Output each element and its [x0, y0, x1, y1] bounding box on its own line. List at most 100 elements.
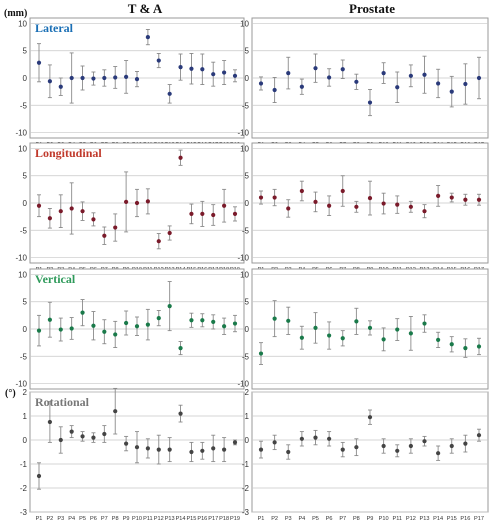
- data-point: [381, 443, 386, 449]
- data-point: [211, 446, 216, 451]
- y-tick-label: -10: [237, 129, 249, 138]
- y-tick-label: -5: [20, 226, 28, 235]
- data-point: [367, 415, 373, 420]
- x-tick-label: P7: [339, 516, 346, 521]
- data-point: [286, 206, 291, 211]
- x-tick-label: P5: [79, 516, 86, 521]
- data-point: [299, 188, 304, 194]
- data-point: [80, 209, 85, 214]
- data-point: [476, 344, 482, 349]
- data-point: [134, 76, 140, 82]
- panel-vertical: 1050-5-10P1P2P3P4P5P6P7P8P9P10P11P12P13P…: [15, 268, 245, 399]
- data-point: [381, 337, 386, 342]
- data-point: [367, 195, 373, 201]
- data-point: [167, 303, 172, 309]
- x-tick-label: P14: [433, 516, 443, 521]
- data-point: [408, 73, 413, 78]
- data-point: [211, 212, 216, 218]
- data-point: [299, 335, 304, 340]
- x-tick-label: P3: [285, 516, 292, 521]
- unit-label-mm: (mm): [4, 8, 27, 19]
- y-tick-label: 0: [245, 74, 250, 83]
- panel-prostate-0: 1050-5-10P1P2P3P4P5P6P7P8P9P10P11P12P13P…: [237, 17, 489, 148]
- x-tick-label: P3: [57, 516, 64, 521]
- x-tick-label: P5: [312, 516, 319, 521]
- data-point: [145, 446, 150, 451]
- data-point: [189, 211, 194, 217]
- x-tick-label: P18: [219, 516, 229, 521]
- data-point: [463, 345, 468, 351]
- data-point: [47, 317, 52, 322]
- data-point: [354, 204, 359, 209]
- y-tick-label: -5: [242, 101, 250, 110]
- data-point: [178, 345, 183, 351]
- data-point: [36, 473, 42, 479]
- panel-longitudinal: 1050-5-10P1P2P3P4P5P6P7P8P9P10P11P12P13P…: [15, 142, 245, 273]
- data-point: [80, 75, 85, 81]
- data-point: [58, 327, 63, 332]
- data-point: [313, 199, 318, 205]
- y-tick-label: 10: [18, 144, 27, 153]
- data-point: [436, 193, 441, 199]
- data-point: [340, 188, 345, 194]
- data-point: [145, 199, 150, 204]
- data-point: [449, 195, 454, 200]
- x-tick-label: P1: [258, 516, 265, 521]
- y-tick-label: -10: [237, 380, 249, 389]
- column-title-ta: T & A: [128, 1, 163, 16]
- panels-grid: 1050-5-10P1P2P3P4P5P6P7P8P9P10P11P12P13P…: [15, 17, 489, 521]
- data-point: [463, 81, 468, 87]
- data-point: [286, 318, 291, 323]
- data-point: [102, 329, 107, 334]
- data-point: [258, 81, 264, 86]
- data-point: [134, 324, 140, 329]
- data-point: [408, 331, 413, 336]
- data-point: [178, 64, 183, 70]
- data-point: [58, 209, 63, 214]
- data-point: [156, 447, 161, 452]
- data-point: [313, 66, 318, 71]
- panel-title: Rotational: [35, 395, 90, 409]
- x-tick-label: P15: [186, 516, 196, 521]
- data-point: [36, 203, 42, 208]
- data-point: [91, 76, 96, 81]
- x-tick-label: P17: [474, 516, 484, 521]
- data-point: [327, 75, 332, 80]
- y-tick-label: 10: [18, 19, 27, 28]
- y-tick-label: 0: [23, 436, 28, 445]
- panel-prostate-2: 1050-5-10P1P2P3P4P5P6P7P8P9P10P11P12P13P…: [237, 268, 489, 399]
- data-point: [113, 332, 118, 337]
- data-point: [340, 67, 345, 72]
- data-point: [124, 320, 129, 326]
- data-point: [102, 233, 107, 238]
- y-tick-label: 5: [245, 298, 250, 307]
- data-point: [69, 206, 74, 211]
- y-tick-label: -3: [242, 508, 250, 517]
- y-tick-label: 0: [245, 199, 250, 208]
- data-point: [222, 324, 227, 329]
- data-point: [47, 419, 52, 425]
- y-tick-label: 0: [245, 436, 250, 445]
- y-tick-label: -1: [20, 460, 28, 469]
- x-tick-label: P11: [143, 516, 153, 521]
- data-point: [80, 310, 85, 315]
- data-point: [395, 202, 400, 207]
- data-point: [327, 333, 332, 338]
- data-point: [449, 342, 454, 347]
- x-tick-label: P16: [197, 516, 207, 521]
- panel-prostate-1: 1050-5-10P1P2P3P4P5P6P7P8P9P10P11P12P13P…: [237, 142, 489, 273]
- y-tick-label: -2: [20, 484, 28, 493]
- x-tick-label: P12: [154, 516, 164, 521]
- data-point: [327, 436, 332, 441]
- y-tick-label: -2: [242, 484, 250, 493]
- data-point: [367, 325, 373, 331]
- y-tick-label: -10: [15, 254, 27, 263]
- data-point: [449, 89, 454, 94]
- x-tick-label: P11: [392, 516, 402, 521]
- y-tick-label: -1: [242, 460, 250, 469]
- data-point: [102, 75, 107, 81]
- data-point: [91, 323, 96, 328]
- data-point: [422, 209, 427, 214]
- data-point: [463, 441, 468, 446]
- panel-prostate-3: 210-1-2-3P1 P2 P3 P4 P5 P6 P7 P8 P9 P10 P11 P12 P13 P…: [242, 388, 489, 521]
